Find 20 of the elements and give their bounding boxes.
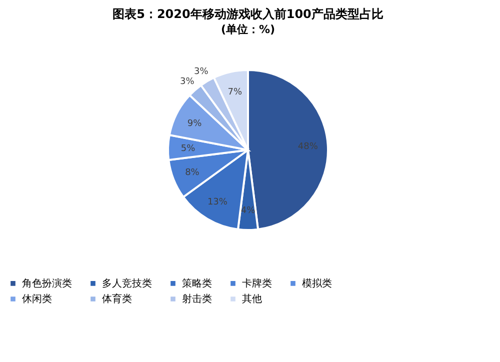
data-label: 13% xyxy=(207,198,228,208)
data-label: 9% xyxy=(187,118,202,129)
legend-label: 策略类 xyxy=(182,277,212,290)
legend-label: 射击类 xyxy=(182,293,212,305)
legend-label: 休闲类 xyxy=(22,293,52,305)
legend-label: 卡牌类 xyxy=(242,277,272,290)
legend-label: 多人竞技类 xyxy=(102,277,152,290)
chart-subtitle: (单位：%) xyxy=(220,23,276,36)
data-label: 3% xyxy=(194,66,209,77)
data-label: 8% xyxy=(185,168,200,178)
legend-label: 角色扮演类 xyxy=(22,277,72,290)
data-label: 3% xyxy=(180,76,195,87)
legend-label: 模拟类 xyxy=(302,277,332,290)
data-label: 48% xyxy=(298,142,318,152)
data-label: 7% xyxy=(228,87,242,98)
legend-label: 其他 xyxy=(242,293,262,305)
chart-title: 图表5：2020年移动游戏收入前100产品类型占比 xyxy=(112,7,384,21)
legend-label: 体育类 xyxy=(102,293,132,305)
data-label: 5% xyxy=(180,144,196,154)
data-label: 4% xyxy=(240,206,256,216)
